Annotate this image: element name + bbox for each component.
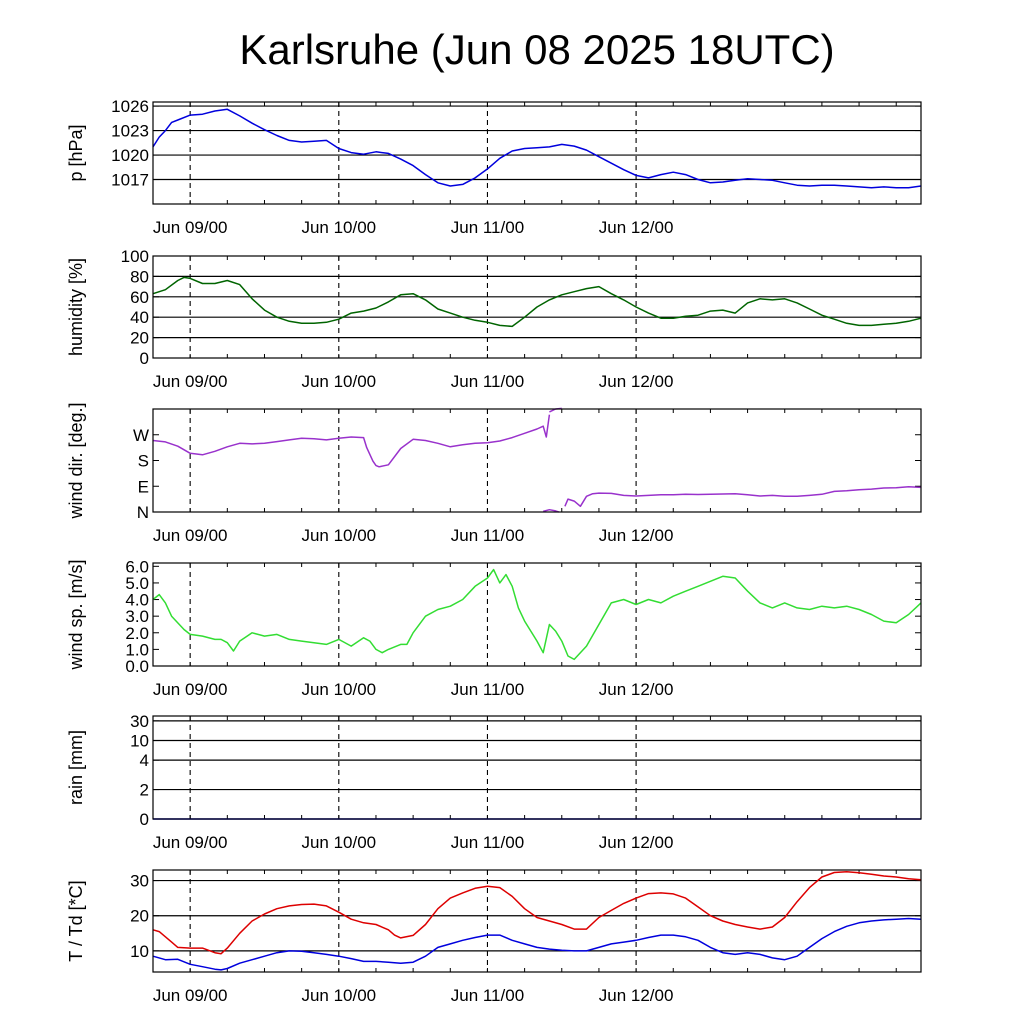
humidity-ytick-label: 100	[121, 247, 149, 266]
temperature-series-T-line	[152, 871, 922, 955]
wind_direction-xtick-label: Jun 12/00	[599, 526, 674, 545]
temperature-xtick-label: Jun 11/00	[451, 986, 524, 1005]
wind_speed-ytick-label: 0.0	[125, 657, 149, 676]
rain-xtick-label: Jun 12/00	[599, 833, 674, 852]
humidity-xtick-label: Jun 11/00	[451, 372, 524, 391]
pressure-xtick-label: Jun 11/00	[451, 218, 524, 237]
humidity-frame	[152, 255, 922, 359]
pressure-xtick-label: Jun 10/00	[301, 218, 376, 237]
pressure-ytick-label: 1023	[111, 122, 149, 141]
wind_direction-frame	[152, 408, 922, 513]
rain-ytick-label: 10	[130, 732, 149, 751]
wind_speed-ytick-label: 2.0	[125, 624, 149, 643]
wind_speed-xtick-label: Jun 10/00	[301, 680, 376, 699]
wind_direction-series-0-line	[564, 486, 922, 508]
wind_direction-ytick-label: W	[133, 426, 149, 445]
wind_direction-ytick-label: E	[138, 477, 149, 496]
wind_speed-xtick-label: Jun 09/00	[153, 680, 228, 699]
rain-ytick-label: 30	[130, 712, 149, 731]
pressure-ytick-label: 1026	[111, 97, 149, 116]
temperature-xtick-label: Jun 09/00	[153, 986, 228, 1005]
wind_direction-xtick-label: Jun 09/00	[153, 526, 228, 545]
wind_speed-ylabel: wind sp. [m/s]	[66, 559, 86, 670]
humidity-ytick-label: 40	[130, 308, 149, 327]
rain-frame	[152, 715, 922, 820]
pressure-panel: 1017 1020 1023 1026 p [hPa] Jun 09/00 Jun 10/0…	[66, 97, 922, 237]
wind_speed-series-0-line	[152, 568, 922, 661]
rain-ytick-label: 2	[140, 781, 149, 800]
humidity-ytick-label: 80	[130, 267, 149, 286]
wind_direction-xtick-label: Jun 11/00	[451, 526, 524, 545]
rain-ytick-label: 4	[140, 751, 149, 770]
wind_speed-ytick-label: 4.0	[125, 591, 149, 610]
wind_speed-frame	[152, 562, 922, 667]
humidity-xtick-label: Jun 09/00	[153, 372, 228, 391]
temperature-ytick-label: 30	[130, 872, 149, 891]
chart-title: Karlsruhe (Jun 08 2025 18UTC)	[239, 26, 834, 73]
rain-xtick-label: Jun 10/00	[301, 833, 376, 852]
humidity-ytick-label: 60	[130, 288, 149, 307]
pressure-series-0-line	[152, 108, 922, 189]
temperature-panel: 10 20 30 T / Td [*C] Jun 09/00 Jun 10/00 Jun 1…	[66, 869, 922, 1005]
wind_speed-ytick-label: 6.0	[125, 557, 149, 576]
wind_speed-ytick-label: 3.0	[125, 607, 149, 626]
rain-xtick-label: Jun 11/00	[451, 833, 524, 852]
temperature-frame	[152, 869, 922, 973]
temperature-series-Td-line	[152, 917, 922, 971]
wind_speed-panel: 0.01.02.03.04.05.06.0 wind sp. [m/s] Jun 0…	[66, 557, 922, 699]
temperature-ylabel: T / Td [*C]	[66, 880, 86, 961]
rain-ytick-label: 0	[140, 810, 149, 829]
humidity-ylabel: humidity [%]	[66, 258, 86, 356]
wind_direction-ytick-label: S	[138, 452, 149, 471]
wind_speed-xtick-label: Jun 12/00	[599, 680, 674, 699]
pressure-frame	[152, 101, 922, 205]
wind_direction-ylabel: wind dir. [deg.]	[66, 402, 86, 519]
humidity-xtick-label: Jun 10/00	[301, 372, 376, 391]
wind_speed-ytick-label: 5.0	[125, 574, 149, 593]
rain-ylabel: rain [mm]	[66, 730, 86, 805]
pressure-ytick-label: 1020	[111, 146, 149, 165]
wind_speed-ytick-label: 1.0	[125, 640, 149, 659]
temperature-ytick-label: 10	[130, 942, 149, 961]
wind_direction-series-0-line	[152, 414, 551, 468]
humidity-ytick-label: 0	[140, 349, 149, 368]
pressure-ytick-label: 1017	[111, 171, 149, 190]
humidity-ytick-label: 20	[130, 329, 149, 348]
rain-xtick-label: Jun 09/00	[153, 833, 228, 852]
temperature-xtick-label: Jun 10/00	[301, 986, 376, 1005]
temperature-xtick-label: Jun 12/00	[599, 986, 674, 1005]
humidity-series-0-line	[152, 276, 922, 328]
temperature-ytick-label: 20	[130, 907, 149, 926]
wind_direction-ytick-label: N	[137, 503, 149, 522]
wind_speed-xtick-label: Jun 11/00	[451, 680, 524, 699]
humidity-xtick-label: Jun 12/00	[599, 372, 674, 391]
pressure-xtick-label: Jun 12/00	[599, 218, 674, 237]
pressure-xtick-label: Jun 09/00	[153, 218, 228, 237]
pressure-ylabel: p [hPa]	[66, 124, 86, 181]
wind_direction-xtick-label: Jun 10/00	[301, 526, 376, 545]
